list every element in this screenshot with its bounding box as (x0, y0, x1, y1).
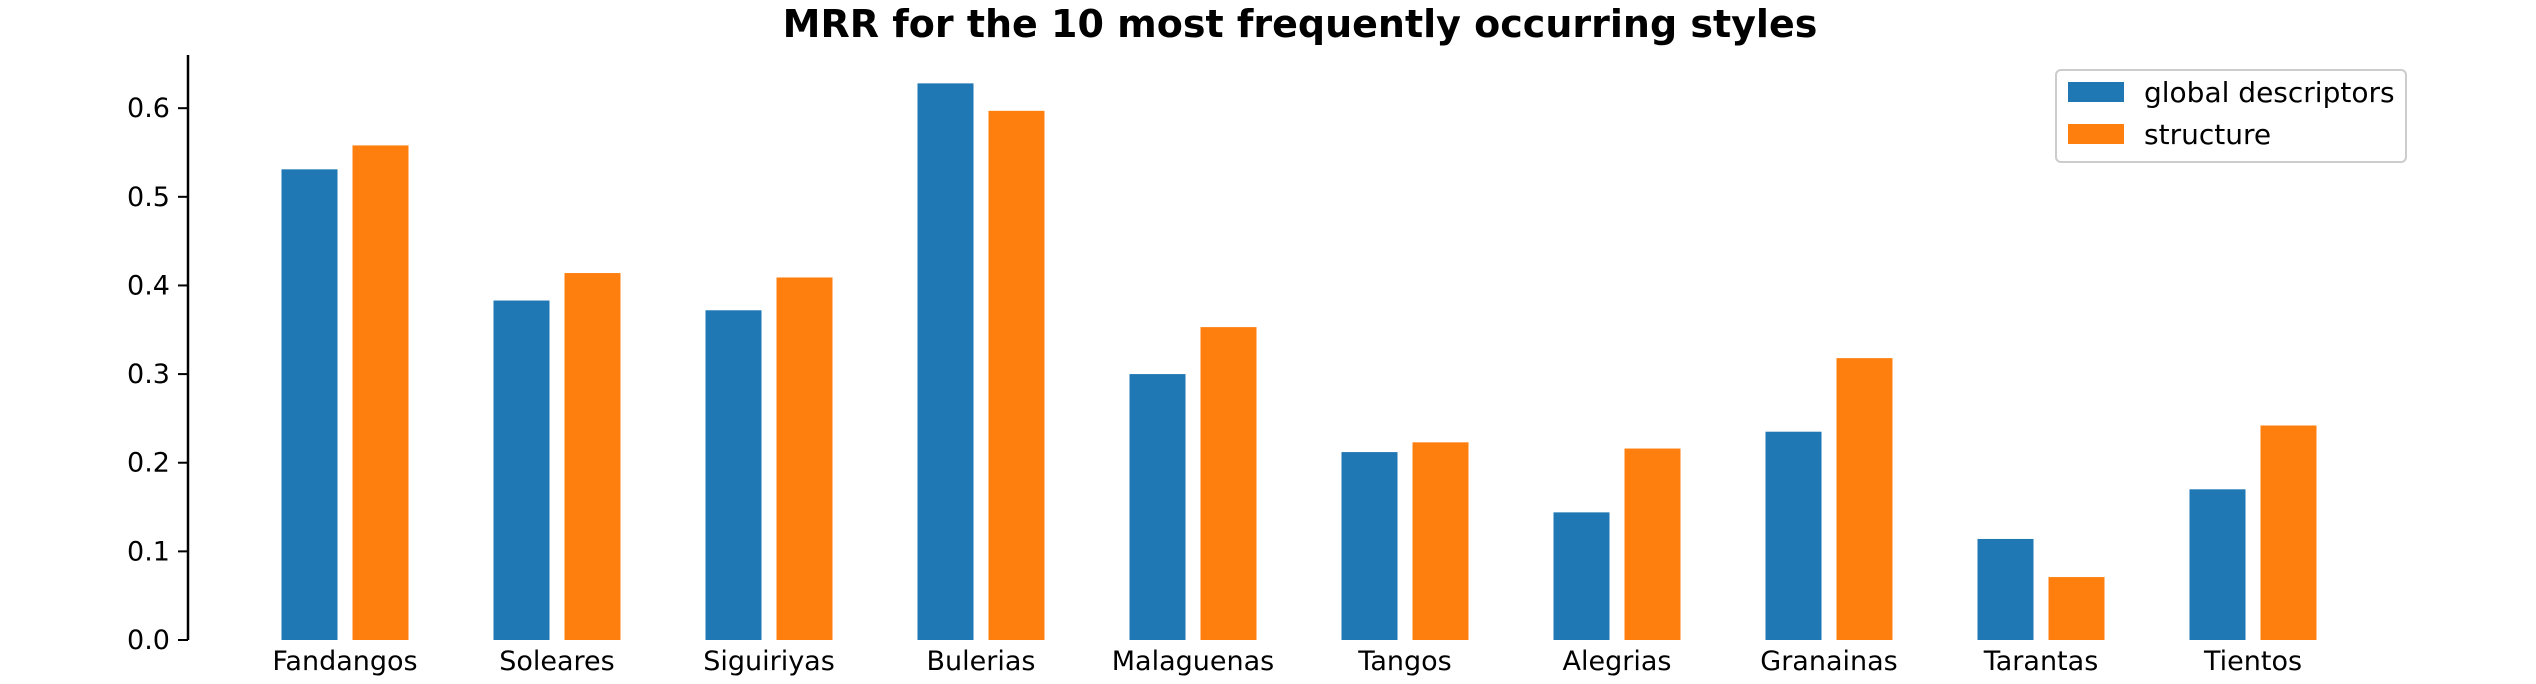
y-tick-label: 0.1 (127, 536, 170, 567)
bar-global-descriptors-bulerias (917, 83, 974, 640)
y-tick-label: 0.6 (127, 93, 170, 124)
y-axis-ticks: 0.0 0.1 0.2 0.3 0.4 0.5 0.6 (127, 93, 188, 656)
legend-label-structure: structure (2144, 118, 2271, 151)
bar-global-descriptors-siguiriyas (705, 310, 762, 640)
y-tick-label: 0.5 (127, 182, 170, 213)
bar-global-descriptors-fandangos (281, 169, 338, 640)
bar-global-descriptors-tarantas (1977, 538, 2034, 640)
x-tick-label: Siguiriyas (703, 646, 835, 677)
legend-swatch-structure (2068, 124, 2124, 144)
x-axis-ticks: Fandangos Soleares Siguiriyas Bulerias Malag… (272, 646, 2302, 677)
y-tick-label: 0.3 (127, 359, 170, 390)
bar-structure-siguiriyas (776, 277, 833, 640)
legend: global descriptors structure (2055, 69, 2407, 163)
bar-structure-fandangos (352, 145, 409, 640)
y-tick-label: 0.2 (127, 448, 170, 479)
x-tick-label: Tangos (1357, 646, 1451, 677)
x-tick-label: Malaguenas (1112, 646, 1274, 677)
bar-global-descriptors-tangos (1341, 452, 1398, 640)
x-tick-label: Tarantas (1983, 646, 2099, 677)
bar-structure-alegrias (1624, 448, 1681, 640)
y-tick-label: 0.4 (127, 270, 170, 301)
bar-structure-tangos (1412, 442, 1469, 640)
x-tick-label: Fandangos (272, 646, 417, 677)
x-tick-label: Soleares (499, 646, 615, 677)
legend-box (2055, 69, 2407, 163)
bar-structure-bulerias (988, 110, 1045, 640)
legend-swatch-global-descriptors (2068, 82, 2124, 102)
bar-global-descriptors-soleares (493, 300, 550, 640)
bar-structure-tarantas (2048, 577, 2105, 640)
bar-structure-malaguenas (1200, 327, 1257, 640)
bar-global-descriptors-granainas (1765, 431, 1822, 640)
chart-title: MRR for the 10 most frequently occurring… (783, 2, 1818, 46)
x-tick-label: Tientos (2203, 646, 2302, 677)
x-tick-label: Alegrias (1563, 646, 1672, 677)
x-tick-label: Bulerias (927, 646, 1036, 677)
bars-group (281, 83, 2317, 640)
bar-global-descriptors-tientos (2189, 489, 2246, 640)
x-tick-label: Granainas (1760, 646, 1897, 677)
y-tick-label: 0.0 (127, 625, 170, 656)
bar-structure-soleares (564, 273, 621, 640)
bar-global-descriptors-malaguenas (1129, 374, 1186, 640)
legend-label-global-descriptors: global descriptors (2144, 76, 2395, 109)
bar-global-descriptors-alegrias (1553, 512, 1610, 640)
bar-structure-tientos (2260, 425, 2317, 640)
bar-structure-granainas (1836, 358, 1893, 640)
